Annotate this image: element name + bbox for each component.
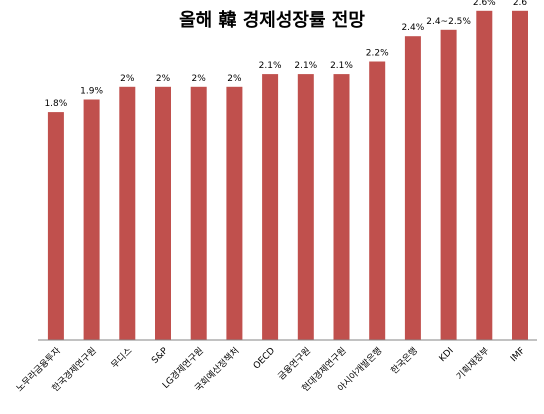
data-label-9: 2.1%: [330, 61, 353, 71]
data-label-1: 1.8%: [44, 99, 67, 109]
bar-13: [476, 10, 493, 341]
category-label-13: 기획재정부: [454, 345, 492, 383]
bar-8: [297, 74, 314, 340]
bar-12: [440, 29, 457, 341]
data-label-10: 2.2%: [366, 49, 389, 59]
category-label-14: IMF: [509, 346, 527, 364]
bar-7: [262, 74, 279, 340]
data-label-14: 2.6: [513, 0, 528, 8]
category-label-3: 무디스: [109, 345, 134, 370]
data-label-13: 2.6%: [473, 0, 496, 8]
data-label-11: 2.4%: [401, 23, 424, 33]
bar-5: [190, 86, 207, 340]
data-label-8: 2.1%: [294, 61, 317, 71]
data-label-3: 2%: [120, 74, 135, 84]
bar-9: [333, 74, 350, 340]
category-label-12: KDI: [438, 346, 456, 364]
bar-4: [155, 86, 171, 340]
category-label-8: 금융연구원: [276, 345, 313, 382]
bar-6: [226, 86, 243, 340]
bar-14: [512, 10, 528, 341]
category-label-7: OECD: [252, 346, 277, 371]
bar-11: [404, 36, 421, 340]
category-label-4: S&P: [150, 346, 170, 366]
bar-2: [83, 99, 100, 340]
bar-10: [369, 61, 386, 340]
data-label-7: 2.1%: [259, 61, 282, 71]
data-label-6: 2%: [227, 74, 242, 84]
data-label-5: 2%: [192, 74, 207, 84]
category-label-11: 한국은행: [388, 345, 420, 377]
value-labels-layer: 1.8% 1.9% 2% 2% 2% 2% 2.1% 2.1% 2.1% 2.2% 2.4%2.4~…: [44, 0, 527, 109]
bars-layer: [47, 10, 528, 341]
chart-title: 올해 韓 경제성장률 전망: [179, 9, 365, 31]
data-label-12: 2.4~2.5%: [426, 17, 471, 27]
data-label-4: 2%: [156, 74, 171, 84]
data-label-2: 1.9%: [80, 87, 103, 97]
bar-3: [119, 86, 136, 340]
bar-1: [47, 112, 64, 340]
